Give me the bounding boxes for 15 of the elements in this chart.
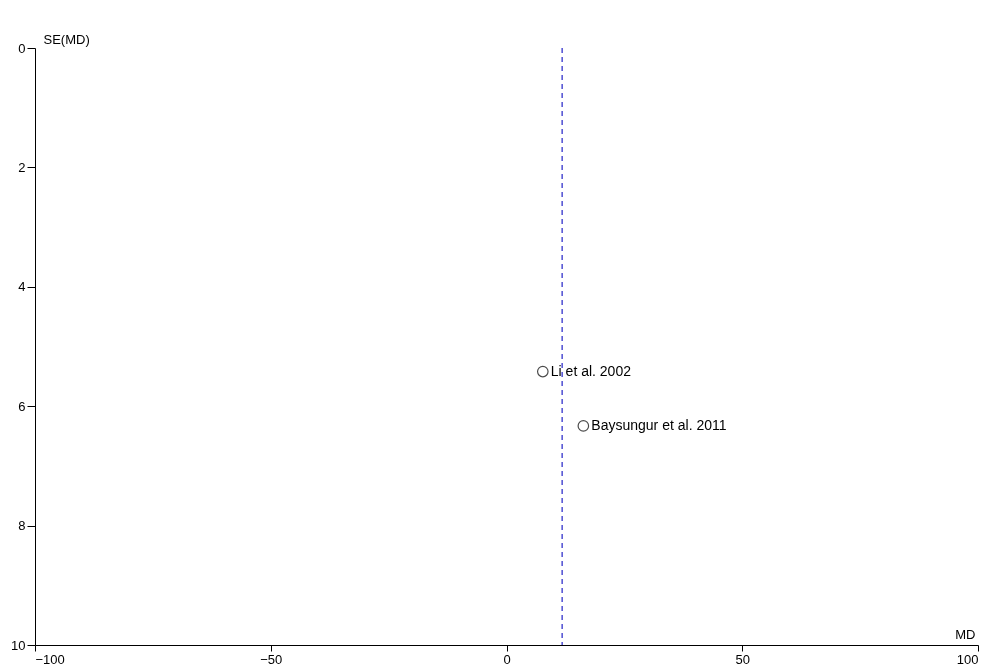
y-tick-label: 8: [18, 518, 26, 534]
y-tick-label: 10: [11, 637, 26, 653]
y-tick-label: 2: [18, 159, 26, 175]
annotation: Li et al. 2002: [550, 362, 632, 379]
y-tick-label: 4: [18, 279, 26, 295]
x-axis-title: MD: [955, 626, 976, 642]
x-tick-label: 0: [503, 651, 511, 664]
x-tick-label: −100: [35, 651, 65, 664]
y-tick-label: 6: [18, 398, 26, 414]
x-tick-label: 50: [735, 651, 750, 664]
y-tick-label: 0: [18, 40, 26, 56]
annotation: Baysungur et al. 2011: [591, 416, 727, 433]
x-tick-label: −50: [260, 651, 283, 664]
y-axis-title: SE(MD): [43, 31, 90, 47]
x-tick-label: 100: [956, 651, 979, 664]
